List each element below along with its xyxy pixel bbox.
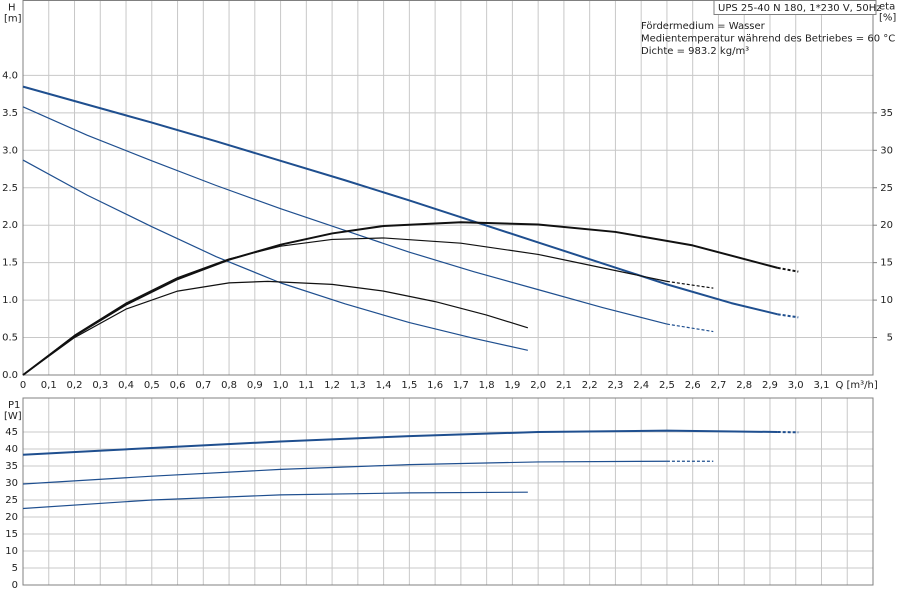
- x-tick-label: 0,8: [221, 380, 237, 391]
- plot-area: [23, 398, 873, 585]
- y-axis-unit: [W]: [4, 411, 22, 422]
- curve: [666, 323, 714, 333]
- y2-tick-label: 5: [887, 333, 893, 344]
- y2-tick-label: 30: [880, 145, 893, 156]
- y-tick-label: 1.0: [2, 295, 18, 306]
- y-tick-label: 0.5: [2, 333, 18, 344]
- x-tick-label: 3,1: [814, 380, 830, 391]
- x-tick-label: 2,4: [633, 380, 649, 391]
- x-tick-label: 2,0: [530, 380, 546, 391]
- curve: [22, 280, 529, 376]
- x-tick-label: 0,5: [144, 380, 160, 391]
- x-tick-label: 1,2: [324, 380, 340, 391]
- info-title: UPS 25-40 N 180, 1*230 V, 50Hz: [718, 3, 882, 14]
- y2-tick-label: 15: [880, 258, 893, 269]
- x-tick-label: 1,5: [401, 380, 417, 391]
- x-tick-label: 1,9: [504, 380, 520, 391]
- curve: [666, 280, 714, 289]
- y-tick-label: 30: [5, 478, 18, 489]
- y-tick-label: 5: [12, 563, 18, 574]
- y-tick-label: 35: [5, 461, 18, 472]
- x-tick-label: 2,5: [659, 380, 675, 391]
- plot-frame: [22, 397, 874, 586]
- y-axis-unit: [m]: [4, 14, 22, 25]
- x-tick-label: 0,1: [41, 380, 57, 391]
- x-tick-label: 0,7: [195, 380, 211, 391]
- x-tick-label: 0,2: [67, 380, 83, 391]
- x-tick-label: 1,6: [427, 380, 443, 391]
- y-tick-label: 3.0: [2, 145, 18, 156]
- x-tick-label: 0,9: [247, 380, 263, 391]
- y2-axis-unit: [%]: [879, 13, 896, 24]
- x-tick-label: 0: [20, 380, 26, 391]
- x-tick-label: 0,6: [170, 380, 186, 391]
- y-tick-label: 25: [5, 495, 18, 506]
- x-tick-label: 3,0: [788, 380, 804, 391]
- y-tick-label: 45: [5, 427, 18, 438]
- y2-axis-label: eta: [879, 2, 895, 13]
- curve: [777, 266, 799, 273]
- x-tick-label: 2,1: [556, 380, 572, 391]
- y-tick-label: 15: [5, 529, 18, 540]
- x-tick-label: 2,8: [736, 380, 752, 391]
- x-tick-label: 1,1: [298, 380, 314, 391]
- y-tick-label: 2.5: [2, 183, 18, 194]
- x-tick-label: 2,9: [762, 380, 778, 391]
- curve: [22, 221, 778, 376]
- x-tick-label: 1,7: [453, 380, 469, 391]
- x-tick-label: 2,2: [582, 380, 598, 391]
- y-tick-label: 2.0: [2, 220, 18, 231]
- annotation: Fördermedium = Wasser: [641, 21, 766, 32]
- y-tick-label: 1.5: [2, 258, 18, 269]
- curve: [22, 237, 668, 376]
- x-tick-label: 1,3: [350, 380, 366, 391]
- curve: [22, 460, 667, 485]
- plot-frame: [22, 0, 874, 376]
- x-tick-label: 2,7: [711, 380, 727, 391]
- y-tick-label: 20: [5, 512, 18, 523]
- annotation: Medientemperatur während des Betriebes =…: [641, 34, 895, 45]
- y2-tick-label: 35: [880, 108, 893, 119]
- y2-tick-label: 20: [880, 220, 893, 231]
- x-tick-label: 1,4: [376, 380, 392, 391]
- annotation: Dichte = 983.2 kg/m³: [641, 46, 749, 57]
- y-tick-label: 0.0: [2, 370, 18, 381]
- curve: [22, 106, 668, 325]
- x-tick-label: 0,4: [118, 380, 134, 391]
- curve: [22, 429, 778, 456]
- x-tick-label: 2,6: [685, 380, 701, 391]
- y-axis-label: H: [8, 3, 16, 14]
- y-axis-label: P1: [8, 400, 20, 411]
- info-box: [713, 0, 877, 15]
- curve: [22, 491, 528, 510]
- y-tick-label: 4.0: [2, 70, 18, 81]
- curve: [777, 313, 799, 319]
- curve: [22, 159, 528, 351]
- y-tick-label: 40: [5, 444, 18, 455]
- x-tick-label: 0,3: [92, 380, 108, 391]
- y-tick-label: 3.5: [2, 108, 18, 119]
- y-tick-label: 0: [12, 580, 18, 591]
- y-tick-label: 10: [5, 546, 18, 557]
- curve: [22, 85, 778, 316]
- y2-tick-label: 10: [880, 295, 893, 306]
- x-tick-label: 1,8: [479, 380, 495, 391]
- y2-tick-label: 25: [880, 183, 893, 194]
- x-tick-label: 2,3: [607, 380, 623, 391]
- x-axis-label: Q [m³/h]: [835, 380, 877, 391]
- x-tick-label: 1,0: [273, 380, 289, 391]
